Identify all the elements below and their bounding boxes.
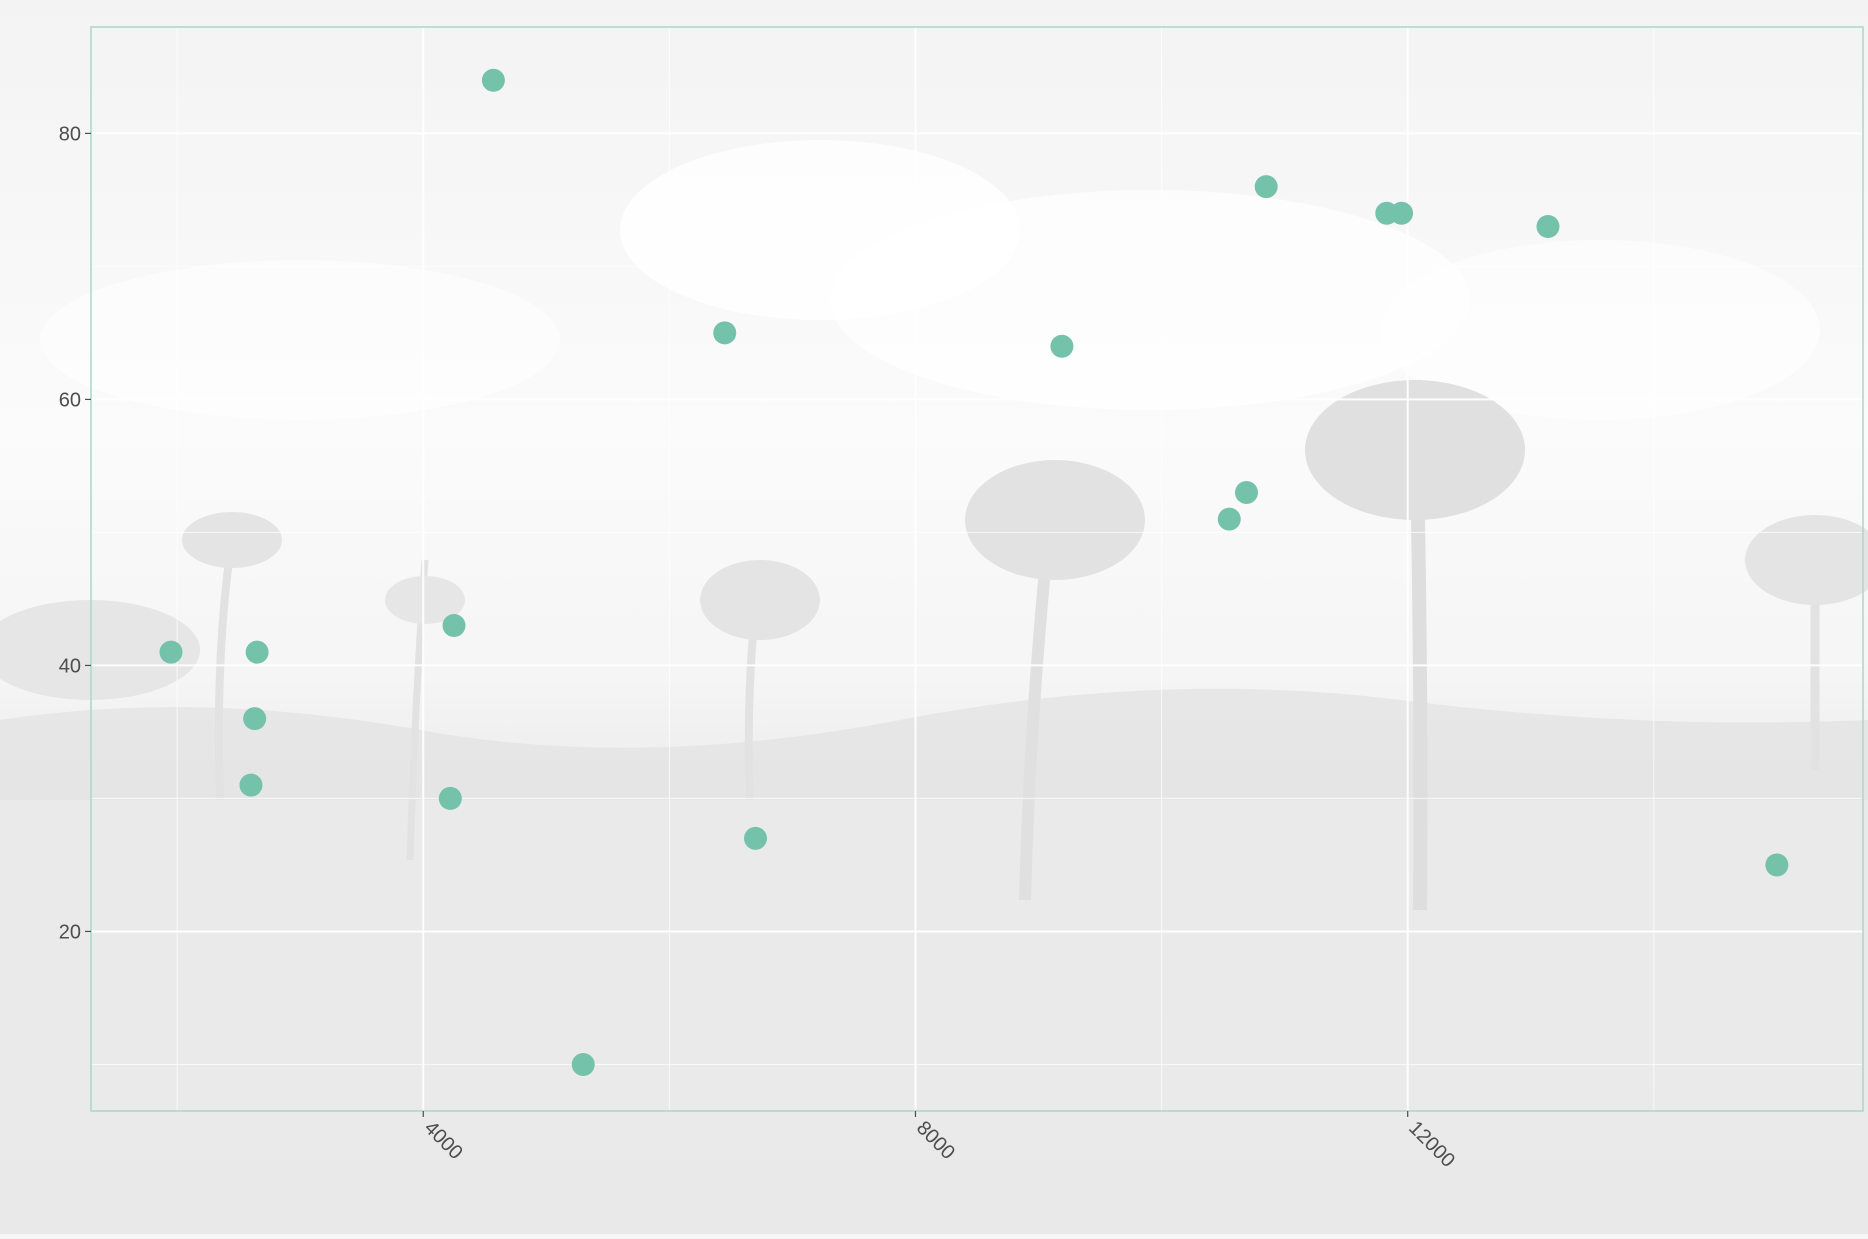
data-point (744, 826, 767, 850)
data-point (1536, 215, 1560, 239)
data-point (1050, 334, 1074, 358)
data-point (438, 786, 462, 810)
y-axis: 20 40 60 80 (59, 123, 91, 943)
data-point (713, 321, 737, 345)
data-point (442, 614, 466, 638)
data-point (1217, 507, 1241, 531)
data-point (239, 773, 263, 797)
data-points (159, 68, 1789, 1076)
data-point (243, 707, 267, 731)
data-point (159, 640, 183, 664)
data-point (571, 1052, 595, 1076)
data-point (1234, 481, 1258, 505)
gridlines (91, 27, 1863, 1111)
y-tick-label: 80 (59, 123, 81, 145)
data-point (1254, 175, 1278, 199)
y-tick-label: 20 (59, 921, 81, 943)
y-tick-label: 40 (59, 655, 81, 677)
data-point (1765, 853, 1789, 877)
panel-border (90, 26, 1864, 1112)
data-point (245, 640, 269, 664)
y-tick-label: 60 (59, 389, 81, 411)
data-point (481, 68, 505, 92)
data-point (1390, 201, 1414, 225)
